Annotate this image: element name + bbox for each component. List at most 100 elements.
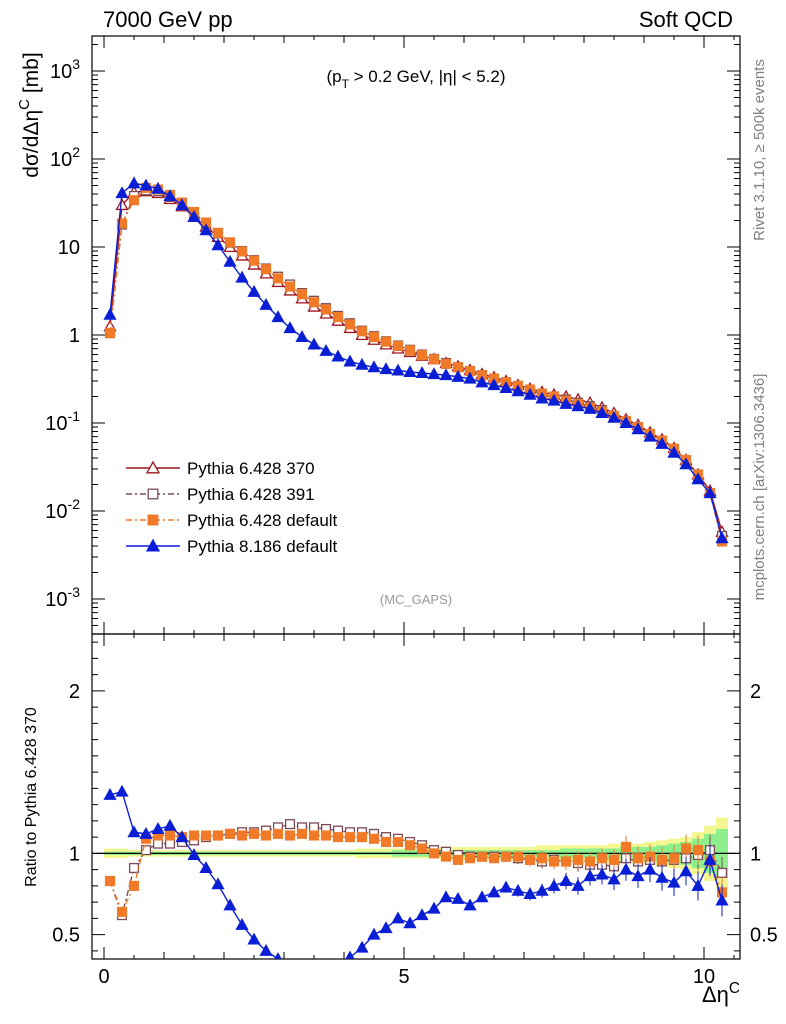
data-point bbox=[428, 354, 440, 365]
data-point bbox=[404, 345, 416, 356]
data-point bbox=[655, 436, 669, 449]
ratio-point bbox=[199, 861, 213, 874]
ratio-panel-frame bbox=[91, 633, 741, 960]
data-point bbox=[416, 350, 428, 361]
ratio-panel-series bbox=[103, 784, 729, 977]
ratio-point bbox=[487, 885, 501, 898]
ratio-line bbox=[109, 823, 723, 918]
data-point bbox=[320, 304, 332, 315]
data-point bbox=[151, 181, 165, 194]
data-point bbox=[380, 336, 392, 347]
ratio-point bbox=[427, 901, 441, 914]
ratio-point bbox=[320, 830, 332, 841]
data-point bbox=[308, 297, 320, 308]
data-point bbox=[415, 366, 429, 379]
ratio-point bbox=[309, 967, 320, 977]
data-point bbox=[139, 178, 153, 191]
data-point bbox=[199, 223, 213, 236]
ratio-point bbox=[164, 830, 176, 841]
data-point bbox=[248, 255, 260, 266]
ratio-point bbox=[224, 828, 236, 839]
ratio-y-tick-label-right: 1 bbox=[750, 843, 761, 865]
ratio-point bbox=[559, 874, 573, 887]
data-point bbox=[236, 246, 248, 257]
data-point bbox=[343, 354, 357, 367]
ratio-point bbox=[392, 836, 404, 848]
legend-marker bbox=[147, 514, 159, 526]
data-point bbox=[116, 218, 128, 229]
ratio-point bbox=[404, 840, 416, 851]
ratio-point bbox=[140, 845, 152, 856]
ratio-point bbox=[296, 828, 308, 839]
data-point bbox=[355, 357, 369, 370]
ratio-point bbox=[715, 893, 729, 906]
ratio-point bbox=[452, 854, 464, 865]
legend-label: Pythia 6.428 default bbox=[187, 511, 338, 530]
ratio-point bbox=[391, 911, 405, 924]
ratio-y-tick-label-right: 2 bbox=[750, 681, 761, 703]
legend-marker bbox=[145, 538, 161, 552]
ratio-point bbox=[524, 854, 536, 865]
data-point bbox=[367, 360, 381, 373]
data-point bbox=[559, 397, 573, 409]
data-point bbox=[595, 406, 609, 419]
data-point bbox=[283, 321, 297, 334]
ratio-point bbox=[655, 870, 669, 883]
ratio-point bbox=[379, 921, 393, 934]
ratio-point bbox=[619, 862, 633, 875]
ratio-point bbox=[128, 880, 140, 891]
data-point bbox=[356, 326, 368, 337]
series-line bbox=[109, 187, 723, 542]
data-point bbox=[475, 375, 489, 388]
ratio-point bbox=[440, 851, 452, 862]
y-tick-label: 103 bbox=[50, 56, 80, 83]
header-left: 7000 GeV pp bbox=[103, 7, 233, 32]
ratio-point bbox=[547, 879, 561, 891]
data-point bbox=[284, 281, 296, 292]
y-tick-label: 10-2 bbox=[45, 496, 80, 523]
ratio-point bbox=[116, 906, 128, 917]
data-point bbox=[295, 330, 309, 343]
data-point bbox=[247, 284, 261, 297]
ratio-point bbox=[212, 830, 224, 841]
ratio-point bbox=[476, 851, 488, 862]
ratio-point bbox=[284, 819, 296, 830]
ratio-y-tick-label-left: 1 bbox=[69, 843, 80, 865]
main-panel-series bbox=[103, 176, 729, 547]
data-point bbox=[667, 445, 681, 458]
data-point bbox=[440, 358, 452, 369]
ratio-y-tick-label-left: 0.5 bbox=[52, 925, 80, 947]
ratio-point bbox=[656, 854, 668, 865]
data-point bbox=[331, 349, 345, 362]
data-point bbox=[631, 422, 645, 435]
y-tick-label: 1 bbox=[69, 325, 80, 347]
data-point bbox=[715, 531, 729, 544]
ratio-point bbox=[415, 908, 429, 921]
data-point bbox=[271, 310, 285, 323]
ratio-point bbox=[523, 887, 537, 900]
ratio-point bbox=[151, 822, 165, 835]
rivet-label: Rivet 3.1.10, ≥ 500k events bbox=[751, 59, 768, 241]
ratio-point bbox=[631, 869, 645, 882]
data-point bbox=[427, 367, 441, 380]
data-point bbox=[391, 363, 405, 376]
series-line bbox=[109, 190, 723, 533]
watermark-label: (MC_GAPS) bbox=[380, 592, 452, 607]
data-point bbox=[223, 254, 237, 267]
ratio-point bbox=[428, 848, 440, 859]
ratio-point bbox=[583, 869, 597, 882]
ratio-point bbox=[608, 854, 620, 865]
ratio-point bbox=[596, 853, 608, 864]
data-point bbox=[643, 429, 657, 442]
ratio-point bbox=[235, 918, 249, 930]
ratio-point bbox=[416, 843, 428, 854]
legend-marker bbox=[145, 460, 161, 474]
data-point bbox=[211, 238, 225, 251]
data-point bbox=[368, 331, 380, 343]
data-point bbox=[439, 368, 453, 381]
ratio-line bbox=[109, 833, 723, 914]
ratio-point bbox=[500, 851, 512, 862]
ratio-point bbox=[115, 784, 129, 797]
ratio-point bbox=[200, 830, 212, 841]
